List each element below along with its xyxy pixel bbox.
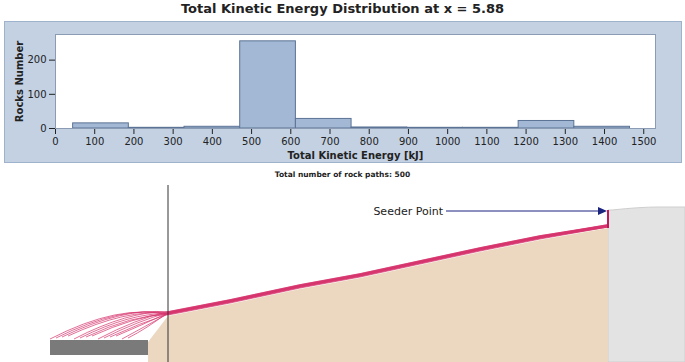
html-text:Total Kinetic Energy Distribut: Total Kinetic Energy Distribution at x =… [180,1,505,16]
svg-text:Total Kinetic Energy [kJ]: Total Kinetic Energy [kJ] [288,150,424,161]
svg-text:200: 200 [27,54,46,65]
svg-text:1200: 1200 [513,136,538,147]
svg-text:0: 0 [40,123,46,134]
svg-text:600: 600 [281,136,300,147]
svg-text:1100: 1100 [474,136,499,147]
html-text:Total number of rock paths: 50: Total number of rock paths: 500 [274,170,411,179]
svg-text:900: 900 [399,136,418,147]
svg-text:500: 500 [242,136,261,147]
svg-text:800: 800 [360,136,379,147]
svg-text:Seeder Point: Seeder Point [373,205,443,218]
svg-text:100: 100 [27,89,46,100]
svg-text:200: 200 [124,136,143,147]
svg-text:Rocks Number: Rocks Number [14,41,25,122]
svg-text:400: 400 [203,136,222,147]
svg-text:1300: 1300 [553,136,578,147]
svg-text:1500: 1500 [631,136,656,147]
svg-text:700: 700 [320,136,339,147]
svg-text:1400: 1400 [592,136,617,147]
svg-text:300: 300 [164,136,183,147]
svg-text:1000: 1000 [435,136,460,147]
svg-text:100: 100 [85,136,104,147]
svg-text:0: 0 [52,136,58,147]
